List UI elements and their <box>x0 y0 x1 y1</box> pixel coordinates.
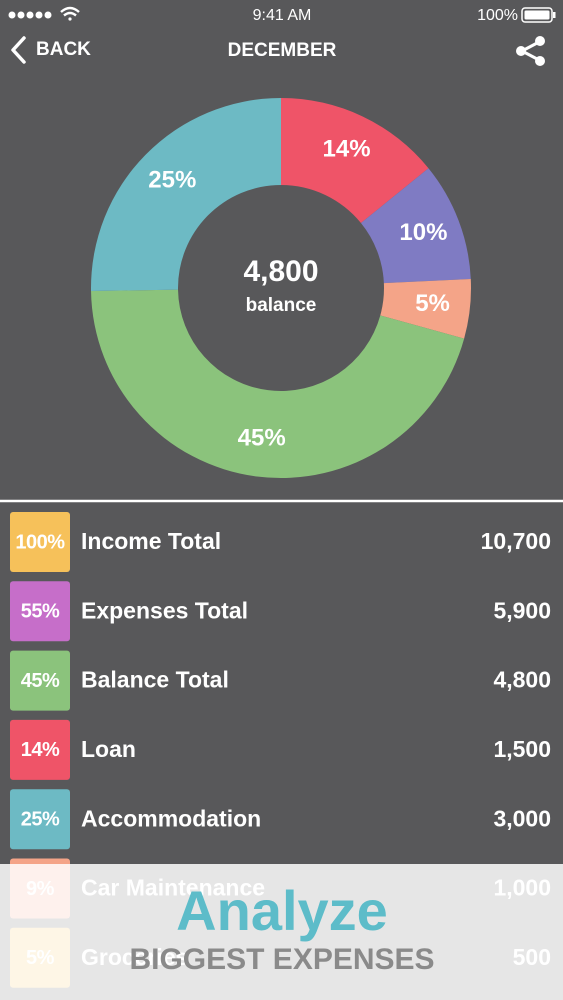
banner-background <box>0 864 563 1000</box>
list-row[interactable]: 55% Expenses Total 5,900 <box>10 581 551 642</box>
percent-label: 100% <box>15 531 65 553</box>
donut-segment <box>380 278 471 339</box>
back-chevron[interactable] <box>11 36 26 64</box>
nav-title: DECEMBER <box>228 40 337 61</box>
back-label[interactable]: BACK <box>36 39 91 60</box>
list-row[interactable]: 45% Balance Total 4,800 <box>10 650 551 711</box>
percent-label: 45% <box>21 670 60 692</box>
status-time: 9:41 AM <box>253 7 312 24</box>
segment-label: 14% <box>323 136 371 163</box>
percent-badge <box>10 581 70 642</box>
percent-badge <box>10 789 70 850</box>
row-amount: 5,900 <box>493 597 551 623</box>
banner-subtitle: BIGGEST EXPENSES <box>129 943 434 976</box>
back-button[interactable]: BACK <box>11 36 91 64</box>
list-row[interactable]: 25% Accommodation 3,000 <box>10 789 551 850</box>
battery-label: 100% <box>477 7 518 24</box>
center-label: balance <box>246 295 317 316</box>
list-row[interactable]: 14% Loan 1,500 <box>10 719 551 780</box>
segment-label: 10% <box>399 219 447 246</box>
banner: Analyze BIGGEST EXPENSES <box>0 864 563 1000</box>
percent-badge <box>10 512 70 572</box>
row-amount: 4,800 <box>493 667 551 693</box>
wifi <box>60 6 80 21</box>
percent-badge <box>10 719 70 780</box>
center-value: 4,800 <box>243 255 318 288</box>
banner-title: Analyze <box>176 879 388 942</box>
row-amount: 3,000 <box>493 805 551 831</box>
list-row[interactable]: 100% Income Total 10,700 <box>10 512 551 572</box>
row-name: Loan <box>81 736 136 762</box>
share-button[interactable] <box>516 36 545 66</box>
row-amount: 10,700 <box>481 528 551 554</box>
percent-label: 25% <box>21 808 60 830</box>
donut-chart: 14% 10% 5% 45% 25% <box>91 98 471 478</box>
segment-label: 45% <box>238 425 286 452</box>
row-name: Income Total <box>81 528 221 554</box>
row-name: Balance Total <box>81 667 229 693</box>
donut-segment <box>360 168 471 284</box>
percent-label: 14% <box>21 739 60 761</box>
donut-segment <box>281 98 429 224</box>
segment-label: 25% <box>148 166 196 193</box>
percent-label: 55% <box>21 601 60 623</box>
row-name: Accommodation <box>81 805 261 831</box>
signal <box>8 11 52 19</box>
percent-badge <box>10 650 70 711</box>
row-name: Expenses Total <box>81 597 248 623</box>
segment-label: 5% <box>415 290 450 317</box>
row-amount: 1,500 <box>493 736 551 762</box>
battery-icon <box>521 7 556 23</box>
donut-segment <box>91 289 465 478</box>
donut-segment <box>91 98 281 292</box>
